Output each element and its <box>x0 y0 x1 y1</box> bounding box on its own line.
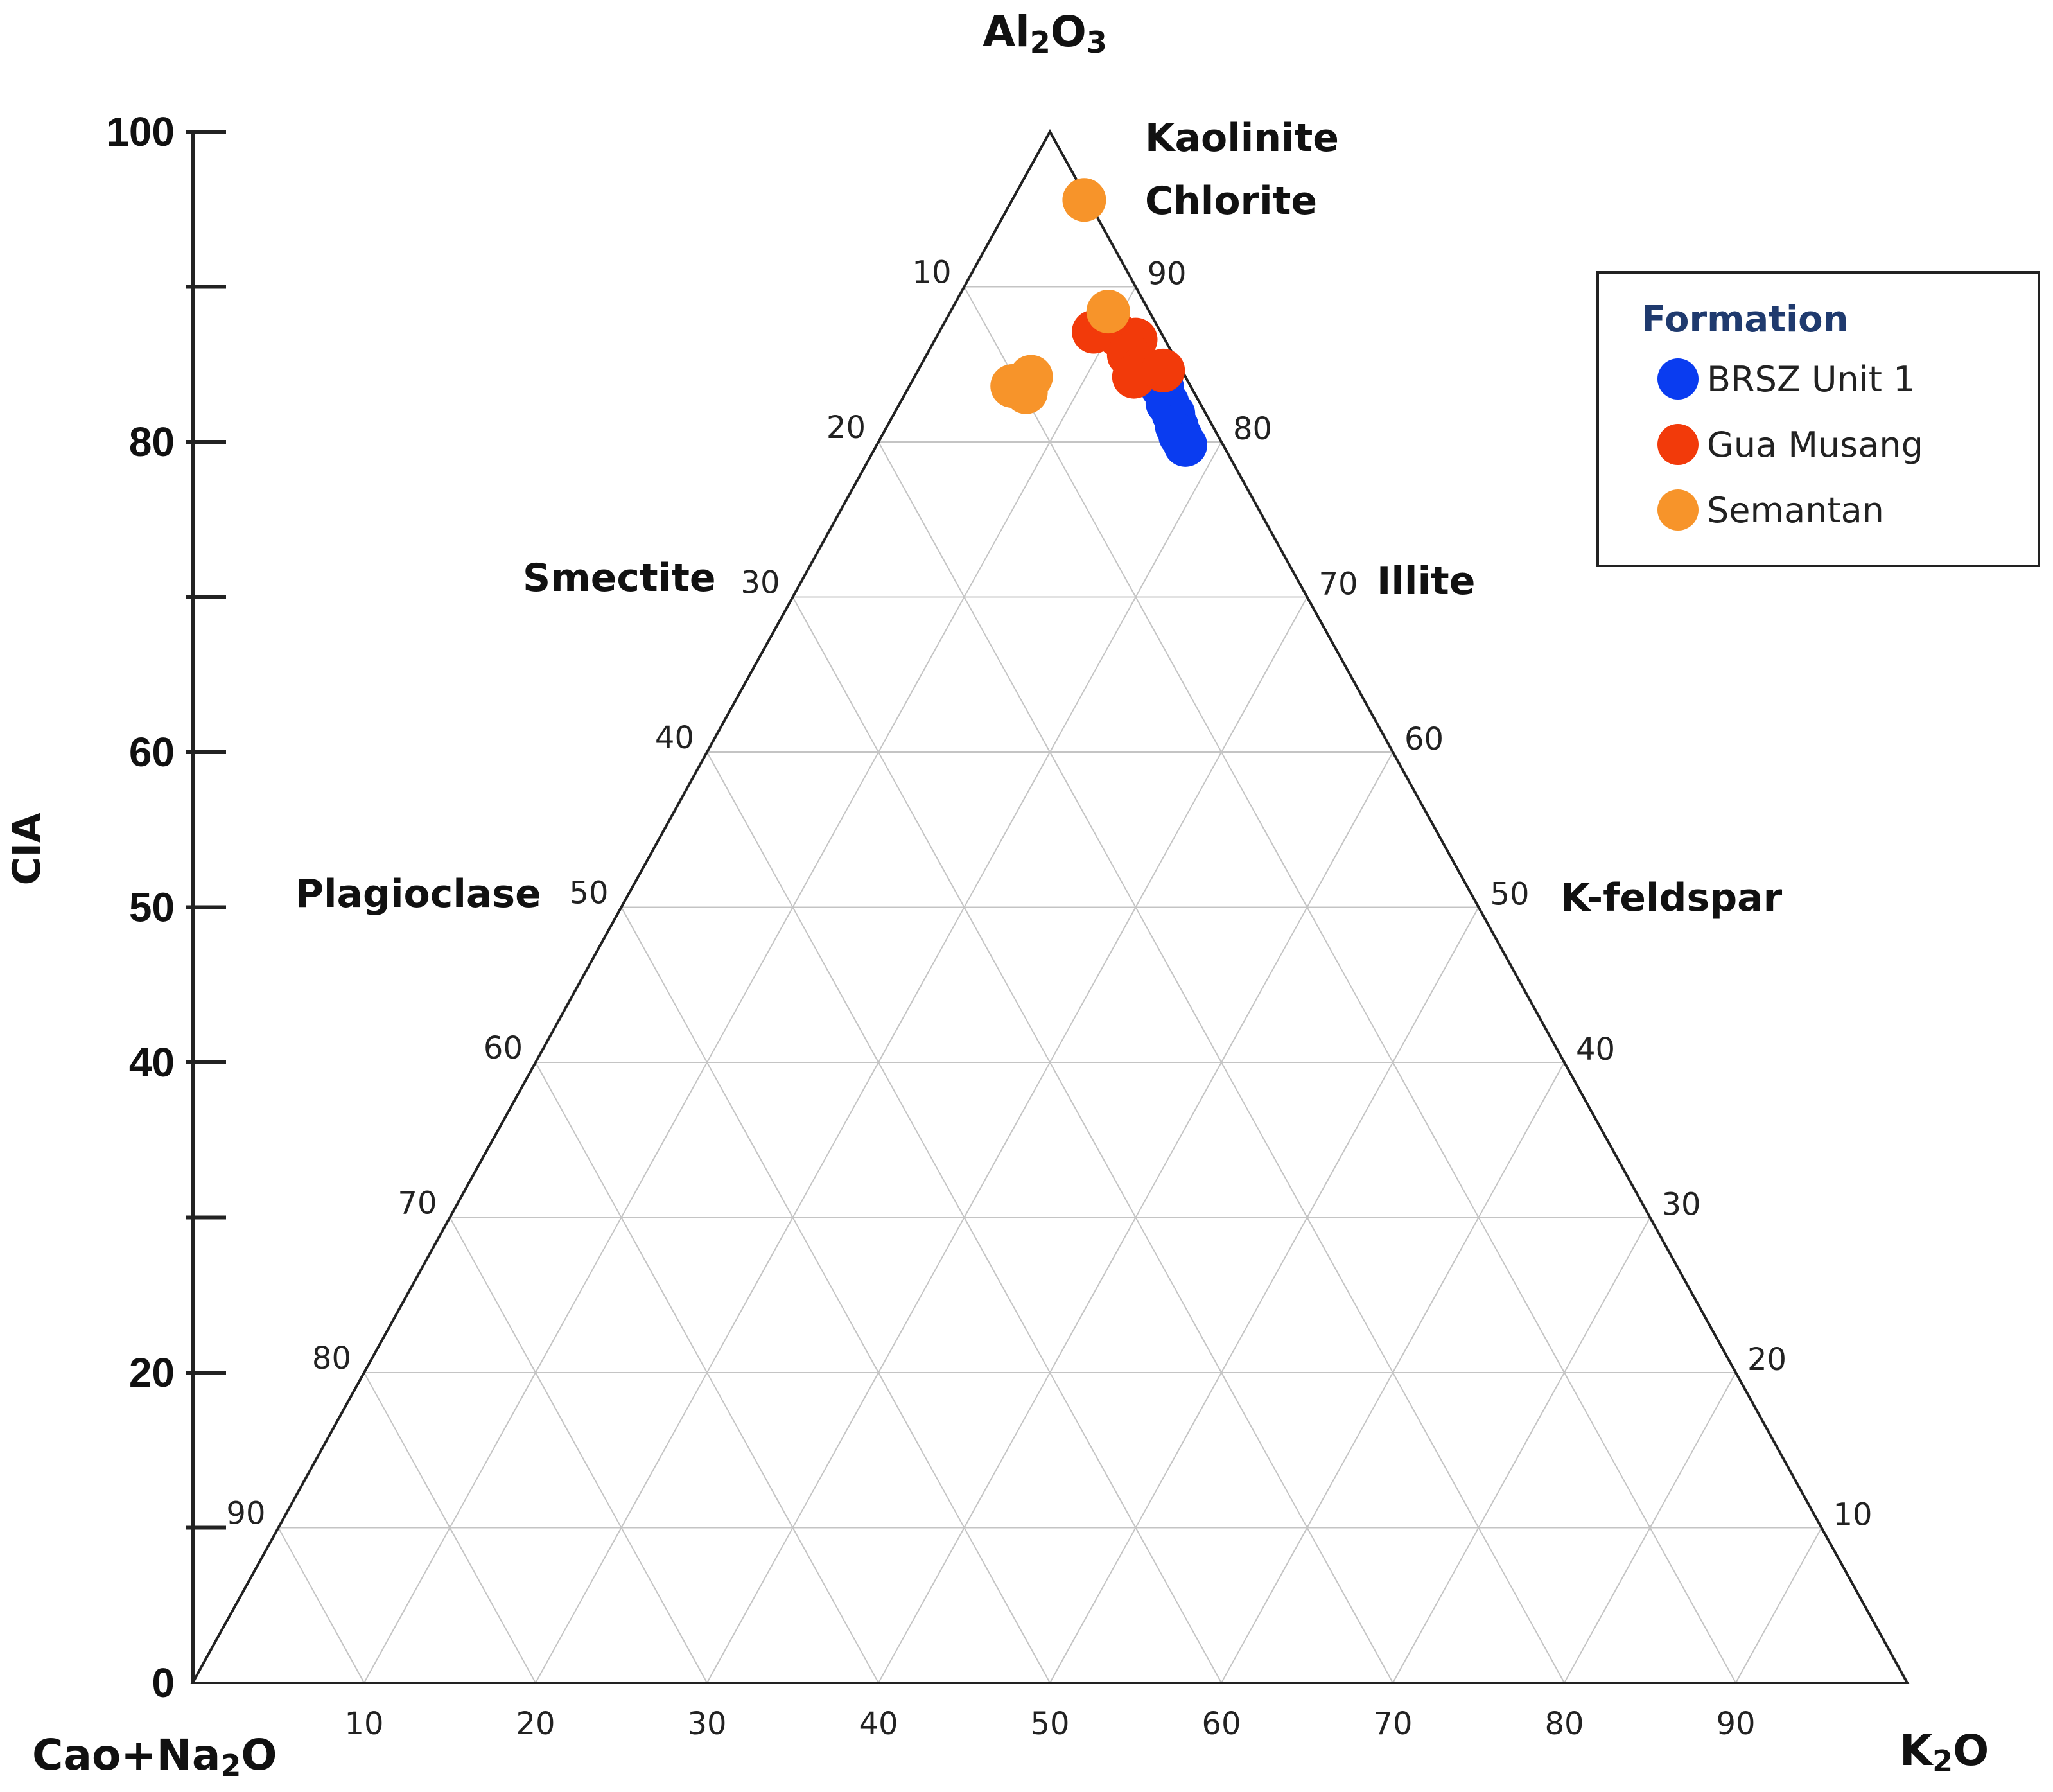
bottom-tick-label: 20 <box>516 1706 555 1742</box>
right-tick-label: 80 <box>1233 411 1272 447</box>
right-tick-label: 70 <box>1319 567 1358 602</box>
mineral-label-illite: Illite <box>1377 559 1475 604</box>
grid-line-cao <box>277 1527 365 1683</box>
grid-line-k2o <box>1221 1062 1565 1683</box>
legend-label: Semantan <box>1707 490 1884 531</box>
apex-label-cao-na2o: Cao+Na2O <box>32 1730 277 1783</box>
grid-line-cao <box>363 1372 536 1683</box>
bottom-tick-label: 70 <box>1373 1706 1412 1742</box>
left-tick-label: 30 <box>740 565 780 601</box>
ternary-grid <box>277 286 1822 1683</box>
cia-tick-label: 20 <box>129 1349 175 1396</box>
bottom-tick-label: 60 <box>1201 1706 1241 1742</box>
left-tick-label: 50 <box>569 875 608 911</box>
left-tick-label: 70 <box>397 1186 437 1222</box>
legend: Formation BRSZ Unit 1 Gua Musang Semantan <box>1596 271 2040 567</box>
cia-axis-ticks: 0 20 40 50 60 80 100 <box>106 109 226 1706</box>
mineral-label-kfeldspar: K-feldspar <box>1560 875 1783 920</box>
ternary-triangle-frame <box>190 128 1910 1684</box>
legend-label: BRSZ Unit 1 <box>1707 359 1915 400</box>
legend-marker <box>1657 489 1699 531</box>
cia-tick-label: 80 <box>129 419 175 465</box>
data-point-semantan <box>1086 290 1130 334</box>
cia-tick-label: 50 <box>129 884 175 931</box>
mineral-label-chlorite: Chlorite <box>1145 179 1317 224</box>
mineral-label-plagioclase: Plagioclase <box>295 872 541 917</box>
legend-title: Formation <box>1641 299 1849 340</box>
grid-line-cao <box>535 1062 879 1683</box>
apex-label-k2o: K2O <box>1900 1726 1989 1779</box>
grid-line-k2o <box>1049 907 1480 1683</box>
cia-tick-label: 0 <box>152 1660 175 1706</box>
right-tick-label: 60 <box>1404 721 1444 757</box>
bottom-tick-label: 30 <box>687 1706 726 1742</box>
legend-marker <box>1657 424 1699 465</box>
bottom-edge-tick-labels: 10 20 30 40 50 60 70 80 90 <box>344 1706 1755 1742</box>
bottom-tick-label: 10 <box>344 1706 383 1742</box>
right-tick-label: 10 <box>1833 1497 1873 1533</box>
grid-line-k2o <box>1392 1217 1651 1683</box>
left-tick-label: 10 <box>912 255 951 291</box>
right-tick-label: 40 <box>1576 1032 1615 1067</box>
left-tick-label: 40 <box>655 720 694 756</box>
right-tick-label: 20 <box>1747 1342 1787 1378</box>
grid-line-k2o <box>1564 1372 1736 1683</box>
mineral-label-kaolinite: Kaolinite <box>1145 116 1339 161</box>
right-tick-label: 30 <box>1662 1187 1701 1223</box>
grid-line-cao <box>449 1217 708 1683</box>
cia-axis-label: CIA <box>4 813 49 885</box>
grid-line-cao <box>620 907 1051 1683</box>
cia-tick-label: 60 <box>129 729 175 775</box>
grid-line-cao <box>963 286 1736 1683</box>
right-tick-label: 90 <box>1148 256 1187 292</box>
left-edge-tick-labels: 10 20 30 40 50 60 70 80 90 <box>226 255 951 1532</box>
right-edge-tick-labels: 90 80 70 60 50 40 30 20 10 <box>1148 256 1873 1533</box>
left-tick-label: 60 <box>484 1030 523 1066</box>
legend-marker <box>1657 358 1699 400</box>
data-point-gua-musang <box>1141 348 1185 392</box>
right-tick-label: 50 <box>1490 877 1530 913</box>
left-tick-label: 20 <box>826 410 866 446</box>
data-point-brsz-unit-1 <box>1163 423 1207 467</box>
bottom-tick-label: 50 <box>1030 1706 1069 1742</box>
bottom-tick-label: 80 <box>1544 1706 1584 1742</box>
bottom-tick-label: 40 <box>859 1706 898 1742</box>
legend-entries: BRSZ Unit 1 Gua Musang Semantan <box>1657 358 1923 531</box>
data-points <box>990 178 1207 467</box>
cia-tick-label: 100 <box>106 109 175 155</box>
cia-tick-label: 40 <box>129 1039 175 1085</box>
bottom-tick-label: 90 <box>1716 1706 1755 1742</box>
grid-line-k2o <box>1735 1527 1822 1683</box>
apex-label-al2o3: Al2O3 <box>983 7 1107 60</box>
mineral-label-smectite: Smectite <box>523 556 716 601</box>
data-point-semantan <box>1004 370 1048 414</box>
grid-line-k2o <box>706 597 1308 1683</box>
data-point-semantan <box>1062 178 1106 222</box>
left-tick-label: 80 <box>312 1340 351 1376</box>
grid-line-k2o <box>363 286 1137 1683</box>
legend-label: Gua Musang <box>1707 425 1923 465</box>
grid-line-cao <box>792 597 1393 1683</box>
left-tick-label: 90 <box>226 1496 265 1532</box>
